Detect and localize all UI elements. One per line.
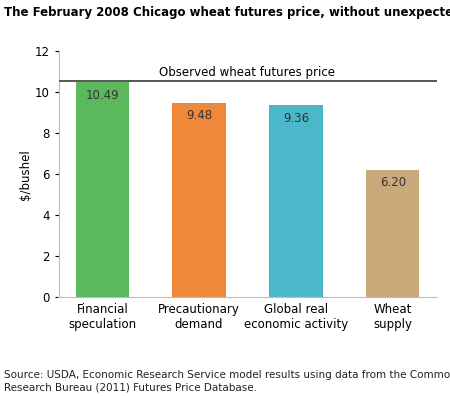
Text: Observed wheat futures price: Observed wheat futures price [159,66,336,79]
Y-axis label: $/bushel: $/bushel [19,149,32,200]
Text: 9.36: 9.36 [283,112,309,125]
Text: Source: USDA, Economic Research Service model results using data from the Commod: Source: USDA, Economic Research Service … [4,370,450,392]
Bar [172,103,226,297]
Text: 9.48: 9.48 [186,109,212,122]
Text: 10.49: 10.49 [86,89,119,101]
Bar [269,105,323,297]
Bar [76,82,129,297]
Bar [366,170,419,297]
Text: 6.20: 6.20 [380,176,406,189]
Text: The February 2008 Chicago wheat futures price, without unexpected shocks to. . .: The February 2008 Chicago wheat futures … [4,6,450,19]
